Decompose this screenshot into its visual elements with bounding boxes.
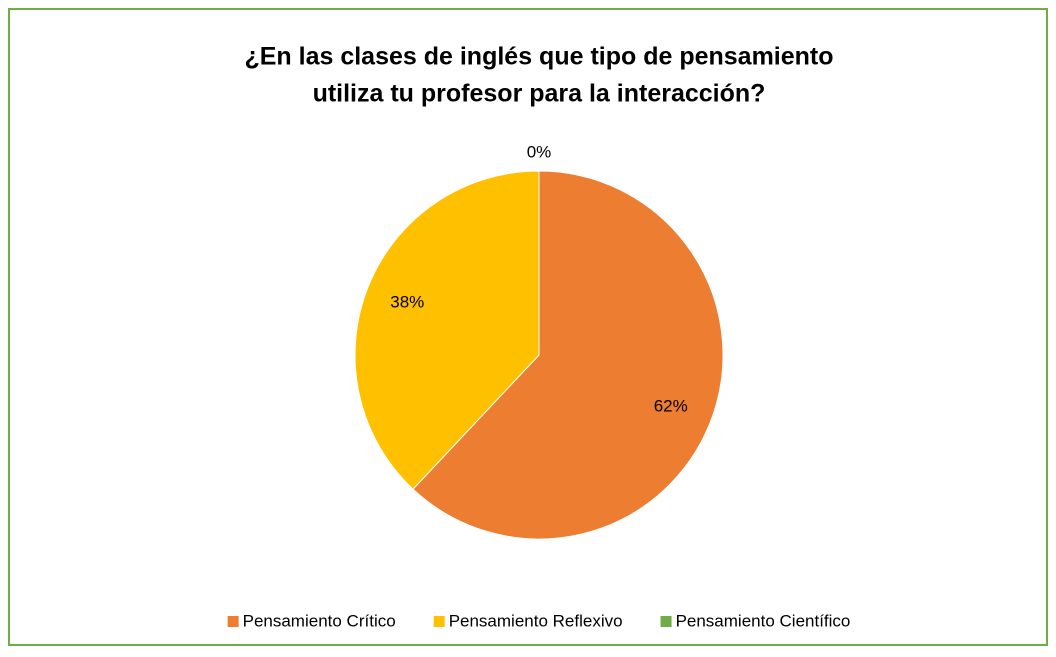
legend-swatch	[433, 616, 445, 627]
legend-label: Pensamiento Reflexivo	[449, 611, 623, 630]
legend-swatch	[660, 616, 672, 627]
legend-label: Pensamiento Científico	[676, 611, 851, 630]
chart-title: utiliza tu profesor para la interacción?	[313, 80, 766, 108]
data-label: 0%	[527, 142, 552, 161]
legend-swatch	[227, 616, 239, 627]
chart-title: ¿En las clases de inglés que tipo de pen…	[244, 43, 833, 71]
pie-slice	[354, 170, 540, 490]
legend-label: Pensamiento Crítico	[243, 611, 396, 630]
data-label: 38%	[390, 292, 424, 311]
data-label: 62%	[654, 397, 688, 416]
pie-slice	[412, 170, 724, 540]
